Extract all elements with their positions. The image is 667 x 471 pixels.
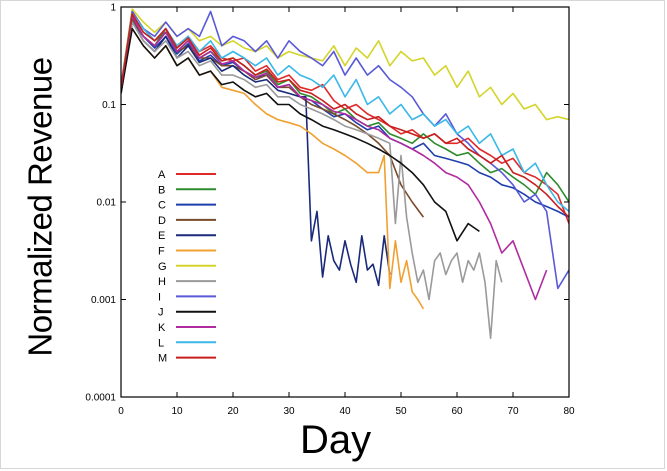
legend-label-d: D	[158, 215, 166, 227]
legend-label-j: J	[158, 307, 164, 319]
y-tick-label: 0.01	[97, 198, 117, 209]
y-axis-label-wrap: Normalized Revenue	[12, 28, 70, 386]
x-tick-label: 10	[171, 406, 183, 417]
legend-label-k: K	[158, 322, 166, 334]
series-line-k	[121, 15, 548, 301]
x-tick-label: 80	[563, 406, 575, 417]
y-axis-label: Normalized Revenue	[22, 57, 59, 357]
x-tick-label: 60	[451, 406, 463, 417]
x-axis-label: Day	[300, 418, 372, 462]
series-line-h	[121, 21, 503, 340]
legend-label-i: I	[158, 291, 161, 303]
legend-label-f: F	[158, 246, 165, 258]
legend-label-b: B	[158, 184, 165, 196]
series-line-g	[121, 8, 569, 121]
series-layer	[121, 8, 569, 340]
y-tick-label: 0.1	[102, 100, 116, 111]
y-tick-label: 0.001	[91, 295, 116, 306]
legend-label-g: G	[158, 261, 167, 273]
y-tick-label: 0.0001	[85, 393, 116, 404]
series-line-l	[121, 13, 569, 213]
x-tick-label: 70	[507, 406, 519, 417]
x-tick-label: 30	[283, 406, 295, 417]
series-line-i	[121, 10, 569, 290]
legend-label-m: M	[158, 353, 167, 365]
legend-label-h: H	[158, 276, 166, 288]
series-line-j	[121, 27, 480, 242]
ticks-layer: 0 10 20 30 40 50 60 70 80 0.0001 0.001 0.01 0.1 1	[85, 3, 575, 418]
x-tick-label: 50	[395, 406, 407, 417]
y-tick-label: 1	[110, 3, 116, 14]
legend-label-a: A	[158, 169, 166, 181]
series-line-m	[121, 13, 569, 218]
x-tick-label: 20	[227, 406, 239, 417]
legend-label-l: L	[158, 337, 164, 349]
x-tick-label: 40	[339, 406, 351, 417]
legend-label-e: E	[158, 230, 165, 242]
x-tick-label: 0	[118, 406, 124, 417]
legend-label-c: C	[158, 200, 166, 212]
